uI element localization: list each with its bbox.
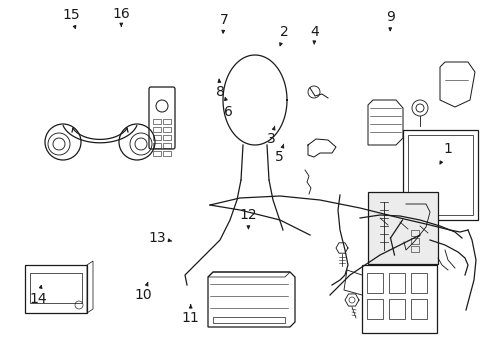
Bar	[153, 127, 161, 132]
Text: 15: 15	[62, 8, 80, 28]
Text: 5: 5	[275, 144, 284, 163]
Text: 1: 1	[439, 143, 451, 164]
Bar	[163, 135, 171, 140]
Text: 13: 13	[148, 231, 171, 244]
Bar	[163, 119, 171, 124]
Text: 10: 10	[134, 283, 151, 302]
Text: 11: 11	[182, 305, 199, 324]
Text: 12: 12	[239, 208, 257, 229]
Text: 6: 6	[224, 98, 233, 118]
Bar	[410, 299, 426, 319]
Text: 8: 8	[215, 79, 224, 99]
Bar	[213, 317, 285, 323]
Bar	[388, 299, 404, 319]
Bar	[366, 273, 382, 293]
Bar	[410, 238, 418, 244]
Bar	[407, 135, 471, 215]
Text: 14: 14	[29, 285, 47, 306]
Bar	[153, 119, 161, 124]
Bar	[153, 143, 161, 148]
Bar	[163, 151, 171, 156]
Text: 9: 9	[385, 10, 394, 31]
Bar	[388, 273, 404, 293]
Bar	[25, 265, 87, 313]
Bar	[361, 265, 436, 333]
Text: 16: 16	[112, 7, 130, 26]
Bar	[153, 135, 161, 140]
Text: 4: 4	[310, 25, 319, 44]
Text: 2: 2	[279, 26, 288, 46]
Bar	[402, 130, 476, 220]
Bar	[410, 230, 418, 236]
Text: 3: 3	[266, 126, 275, 145]
Bar	[410, 246, 418, 252]
Bar	[163, 127, 171, 132]
Bar	[367, 192, 437, 264]
Bar	[30, 273, 82, 303]
Bar	[366, 299, 382, 319]
Bar	[153, 151, 161, 156]
Text: 7: 7	[219, 13, 228, 33]
Bar	[410, 273, 426, 293]
Bar	[163, 143, 171, 148]
